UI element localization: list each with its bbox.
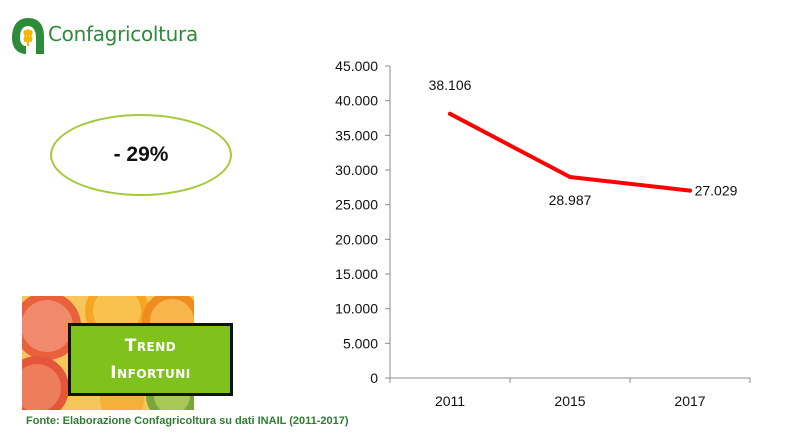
series-segment	[448, 111, 572, 180]
y-tick-label: 30.000	[335, 162, 378, 178]
decline-percentage: - 29%	[113, 143, 169, 166]
x-tick-label: 2011	[435, 393, 465, 409]
y-tick-label: 25.000	[335, 197, 378, 213]
data-point	[688, 188, 692, 193]
series-segment	[568, 175, 692, 193]
data-point	[568, 175, 572, 180]
wheat-logo-icon	[12, 18, 44, 54]
y-tick-label: 45.000	[335, 58, 378, 74]
trend-badge: Trend Infortuni	[68, 323, 233, 396]
data-label: 38.106	[429, 77, 472, 93]
y-tick-label: 0	[370, 370, 378, 386]
y-tick-label: 10.000	[335, 301, 378, 317]
badge-line-2: Infortuni	[110, 362, 191, 383]
y-tick-label: 5.000	[343, 335, 378, 351]
x-tick-label: 2017	[674, 393, 705, 409]
y-tick-label: 20.000	[335, 231, 378, 247]
data-label: 27.029	[695, 183, 738, 199]
y-tick-label: 35.000	[335, 127, 378, 143]
y-tick-label: 15.000	[335, 266, 378, 282]
source-note: Fonte: Elaborazione Confagricoltura su d…	[26, 415, 349, 427]
data-label: 28.987	[549, 192, 592, 208]
badge-line-1: Trend	[124, 335, 177, 356]
decline-ellipse: - 29%	[50, 114, 232, 196]
x-tick-label: 2015	[554, 393, 585, 409]
brand-logo: Confagricoltura	[10, 14, 210, 58]
data-point	[448, 111, 452, 116]
y-tick-label: 40.000	[335, 93, 378, 109]
accidents-line-chart: 0 5.000 10.000 15.000 20.000 25.000 30.000 35.0…	[335, 58, 751, 409]
brand-name: Confagricoltura	[48, 22, 198, 46]
